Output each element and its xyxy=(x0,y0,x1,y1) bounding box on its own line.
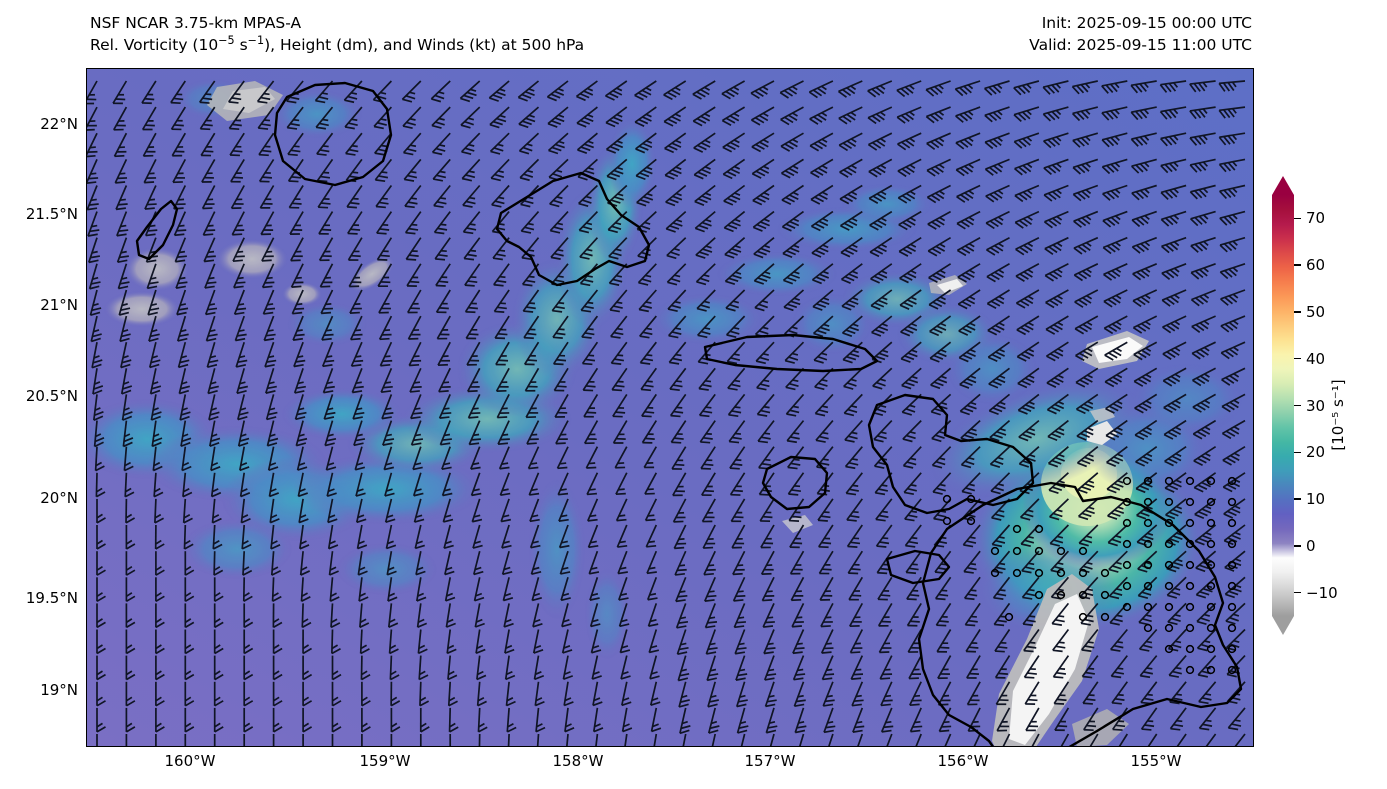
ytick-19: 19°N xyxy=(40,681,78,699)
colorbar-ticklabel--10: −10 xyxy=(1306,583,1338,602)
colorbar-tickmark xyxy=(1294,498,1301,500)
coastline-lanai xyxy=(761,455,829,511)
ytick-20-5: 20.5°N xyxy=(25,387,78,405)
model-title: NSF NCAR 3.75-km MPAS-A xyxy=(90,14,302,32)
colorbar-extend-max xyxy=(1272,176,1294,195)
colorbar-tickmark xyxy=(1294,545,1301,547)
coastline-kauai xyxy=(273,81,393,187)
colorbar-ticklabel-70: 70 xyxy=(1306,209,1326,228)
ytick-22: 22°N xyxy=(40,115,78,133)
colorbar-tickmark xyxy=(1294,311,1301,313)
ytick-19-5: 19.5°N xyxy=(25,589,78,607)
colorbar-extend-min xyxy=(1272,616,1294,635)
xtick-157: 157°W xyxy=(744,752,796,770)
colorbar-ticklabel-0: 0 xyxy=(1306,536,1316,555)
map-canvas xyxy=(87,69,1253,746)
coastline-kahoolawe xyxy=(885,549,951,585)
colorbar xyxy=(1272,176,1294,635)
xtick-156: 156°W xyxy=(937,752,989,770)
colorbar-ticklabel-20: 20 xyxy=(1306,443,1326,462)
colorbar-ticklabel-40: 40 xyxy=(1306,349,1326,368)
valid-time-block: Init: 2025-09-15 00:00 UTC Valid: 2025-0… xyxy=(1029,12,1252,56)
coastline-maui xyxy=(867,393,1035,515)
stipple-circles xyxy=(942,476,1237,675)
colorbar-tickmark xyxy=(1294,358,1301,360)
figure-title-block: NSF NCAR 3.75-km MPAS-A Rel. Vorticity (… xyxy=(90,12,584,56)
colorbar-tickmark xyxy=(1294,404,1301,407)
colorbar-gradient xyxy=(1272,195,1294,616)
ytick-20: 20°N xyxy=(40,489,78,507)
coastline-molokai xyxy=(703,333,879,373)
colorbar-tickmark xyxy=(1294,591,1301,594)
colorbar-ticklabel-60: 60 xyxy=(1306,256,1326,275)
xtick-158: 158°W xyxy=(552,752,604,770)
field-title-mid: s xyxy=(234,36,248,54)
colorbar-ticklabel-30: 30 xyxy=(1306,396,1326,415)
ytick-21: 21°N xyxy=(40,296,78,314)
colorbar-tickmark xyxy=(1294,264,1301,266)
field-title: Rel. Vorticity (10−5 s−1), Height (dm), … xyxy=(90,34,584,56)
map-axes xyxy=(86,68,1254,747)
valid-time: Valid: 2025-09-15 11:00 UTC xyxy=(1029,36,1252,54)
colorbar-tickmark xyxy=(1294,451,1301,453)
colorbar-tickmark xyxy=(1294,217,1301,220)
coastline-niihau xyxy=(135,199,179,261)
field-title-pre: Rel. Vorticity (10 xyxy=(90,36,219,54)
xtick-155: 155°W xyxy=(1130,752,1182,770)
field-title-exp1: −5 xyxy=(218,33,235,47)
xtick-160: 160°W xyxy=(164,752,216,770)
colorbar-label: [10⁻⁵ s⁻¹] xyxy=(1329,379,1347,451)
ytick-21-5: 21.5°N xyxy=(25,205,78,223)
init-time: Init: 2025-09-15 00:00 UTC xyxy=(1041,14,1252,32)
xtick-159: 159°W xyxy=(359,752,411,770)
field-title-post: ), Height (dm), and Winds (kt) at 500 hP… xyxy=(264,36,585,54)
coastlines xyxy=(135,81,1243,746)
colorbar-ticklabel-10: 10 xyxy=(1306,490,1326,509)
coastline-oahu xyxy=(495,171,651,287)
field-title-exp2: −1 xyxy=(247,33,265,47)
colorbar-ticklabel-50: 50 xyxy=(1306,302,1326,321)
coastline-hawaii xyxy=(917,481,1243,746)
